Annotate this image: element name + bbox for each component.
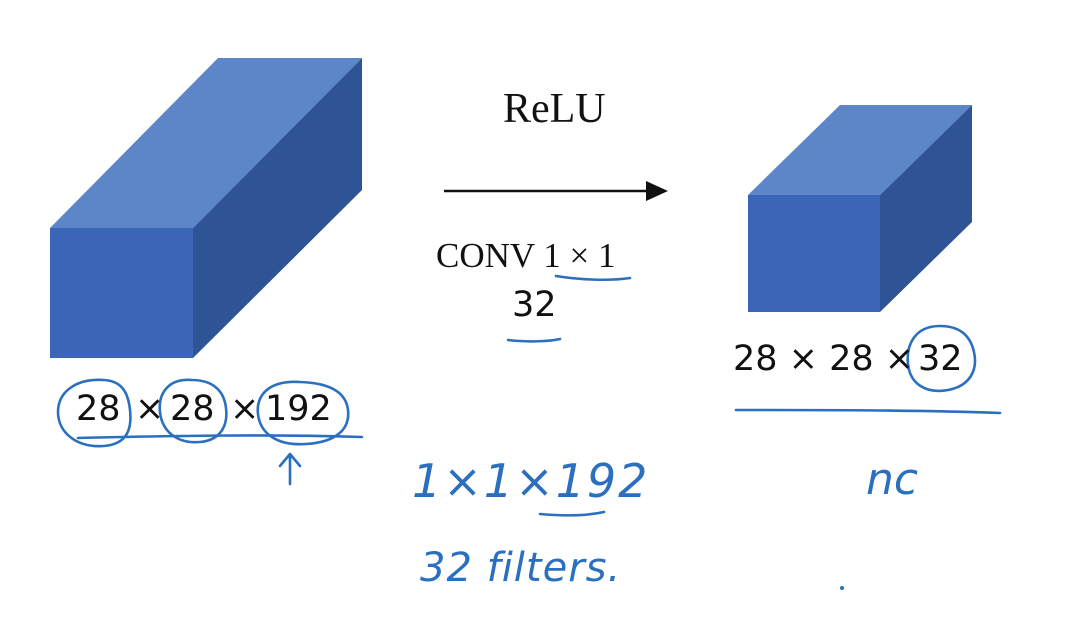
output-volume-cube	[748, 105, 972, 312]
output-dims-label: 28 × 28 ×	[733, 339, 915, 379]
output-cube-side	[880, 105, 972, 312]
filter-count-label: 32	[512, 285, 557, 325]
output-cube-front	[748, 195, 880, 312]
input-height: 28	[76, 389, 121, 429]
underline-conv-size	[554, 274, 632, 282]
input-volume-cube	[50, 58, 362, 358]
stray-ink-dot	[840, 586, 844, 590]
output-channels: 32	[918, 339, 963, 379]
circle-input-channels	[256, 380, 350, 446]
underline-handwritten-192	[538, 510, 606, 517]
input-cube-top	[50, 58, 362, 228]
circle-output-channels	[906, 324, 977, 393]
operation-arrow	[444, 181, 668, 201]
handwritten-nc: nc	[866, 454, 919, 505]
circle-width	[158, 378, 228, 444]
conv-label: CONV 1 × 1	[436, 236, 616, 275]
input-width: 28	[170, 389, 215, 429]
handwritten-filter-shape: 1×1×192	[412, 454, 650, 508]
handwritten-filters: 32 filters.	[420, 545, 622, 591]
input-times-1: ×	[135, 389, 165, 429]
input-cube-front	[50, 228, 193, 358]
activation-label: ReLU	[503, 86, 606, 132]
circle-height	[56, 378, 132, 448]
input-cube-side	[193, 58, 362, 358]
underline-output-dims	[734, 408, 1002, 415]
underline-filter-count	[506, 337, 562, 343]
input-times-2: ×	[230, 389, 260, 429]
underline-input-dims	[76, 434, 364, 440]
arrow-up-mark	[278, 452, 302, 486]
input-channels: 192	[265, 389, 332, 429]
output-cube-top	[748, 105, 972, 195]
